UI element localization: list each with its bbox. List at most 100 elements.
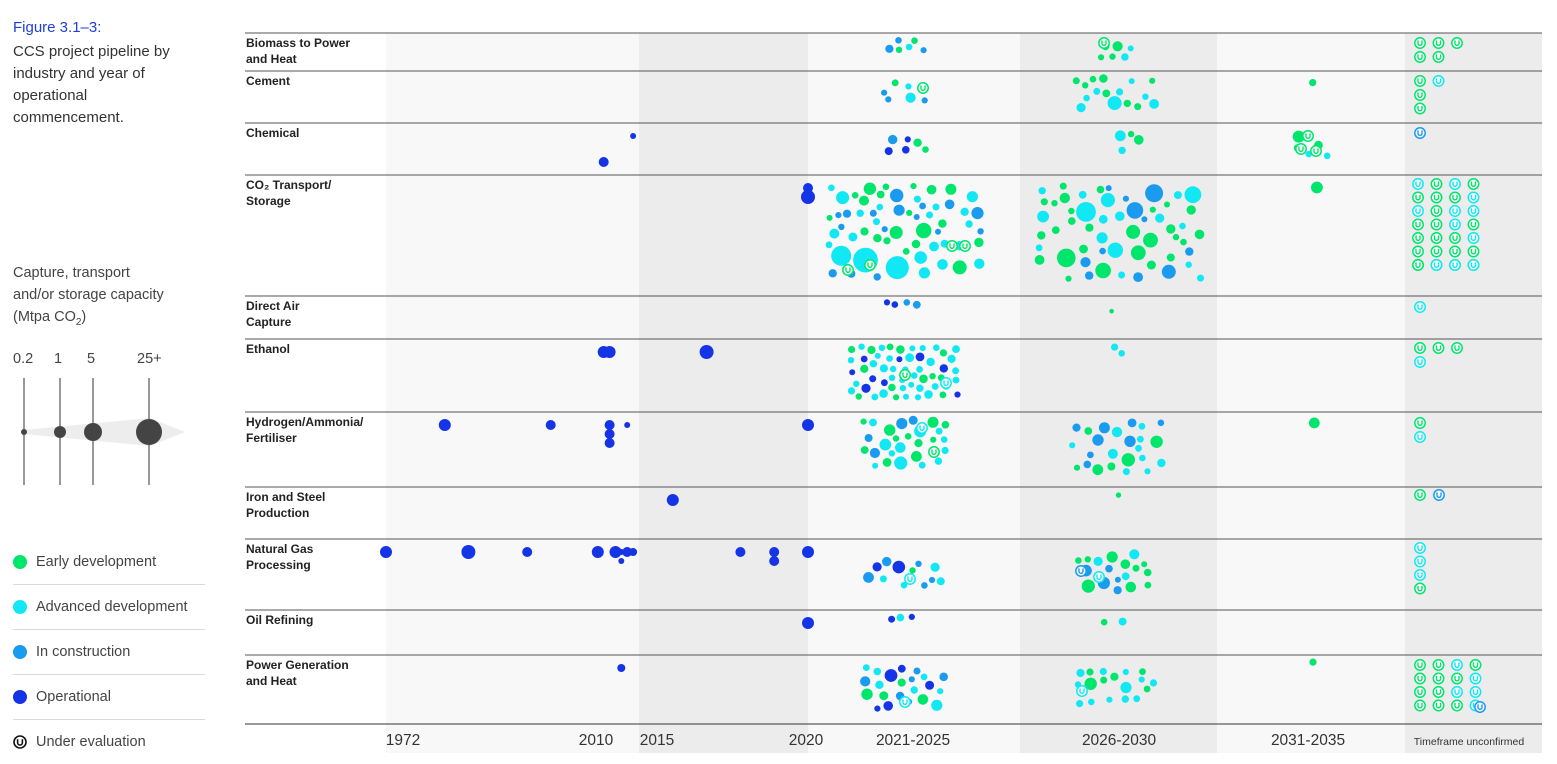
project-dot: [1157, 458, 1166, 468]
project-dot: [914, 439, 923, 448]
project-dot: [876, 190, 885, 199]
project-dot: [1093, 87, 1101, 95]
under-evaluation-icon: [1412, 205, 1424, 217]
under-evaluation-icon: [1451, 699, 1463, 712]
project-dot: [855, 393, 862, 400]
project-dot: [910, 372, 918, 379]
under-evaluation-icon: [1415, 235, 1421, 241]
project-dot: [905, 92, 916, 103]
under-evaluation-icon: [1432, 699, 1445, 712]
project-dot: [1118, 146, 1126, 155]
under-evaluation-icon: [1412, 178, 1424, 190]
project-dot: [885, 44, 894, 53]
under-evaluation-icon: [1417, 585, 1423, 592]
project-dot: [1138, 676, 1145, 683]
under-evaluation-icon: [1451, 686, 1463, 698]
project-dot: [883, 237, 891, 245]
under-evaluation-icon: [1096, 574, 1102, 580]
legend-operational: Operational: [13, 675, 205, 720]
under-evaluation-icon: [1417, 689, 1423, 695]
project-dot: [934, 457, 943, 465]
project-dot: [915, 352, 925, 362]
project-dot: [874, 352, 881, 359]
project-dot: [859, 195, 869, 206]
project-dot: [908, 415, 918, 425]
under-evaluation-icon: [1470, 181, 1477, 187]
under-evaluation-icon: [1417, 92, 1423, 98]
operational-project-dot: [545, 420, 556, 430]
industry-label: Chemical: [246, 126, 299, 140]
under-evaluation-icon: [1430, 245, 1443, 258]
under-evaluation-icon: [1433, 181, 1440, 187]
project-dot: [1194, 229, 1205, 240]
under-evaluation-icon: [1452, 194, 1458, 201]
project-dot: [1098, 422, 1110, 434]
project-dot: [1166, 224, 1176, 234]
under-evaluation-icon: [1079, 688, 1085, 694]
project-dot: [1096, 232, 1108, 244]
project-dot: [905, 43, 913, 51]
project-dot: [864, 434, 873, 442]
operational-project-dot: [591, 546, 604, 558]
under-evaluation-icon: [1472, 662, 1479, 668]
column-band: [639, 33, 808, 753]
project-dot: [882, 458, 892, 467]
project-dot: [1133, 695, 1141, 703]
under-evaluation-icon: [1470, 208, 1477, 214]
operational-project-dot: [604, 438, 615, 448]
project-dot: [886, 343, 894, 351]
operational-project-dot: [630, 133, 637, 139]
under-evaluation-icon: [1430, 259, 1443, 271]
project-dot: [965, 220, 973, 228]
under-evaluation-icon: [1414, 431, 1426, 443]
project-dot: [1093, 556, 1103, 567]
under-evaluation-icon: [1432, 686, 1445, 698]
under-evaluation-icon: [1098, 37, 1110, 49]
project-dot: [895, 442, 906, 453]
legend-early-label: Early development: [36, 554, 157, 570]
industry-label: Oil Refining: [246, 613, 313, 627]
project-dot: [1150, 435, 1163, 448]
operational-project-dot: [598, 157, 609, 167]
under-evaluation-icon: [1414, 37, 1426, 49]
project-dot: [1121, 53, 1129, 61]
project-dot: [1118, 617, 1127, 626]
project-dot: [1092, 434, 1104, 446]
project-dot: [1179, 222, 1186, 230]
project-dot: [1082, 82, 1089, 89]
under-evaluation-icon: [959, 240, 971, 252]
project-dot: [1087, 451, 1094, 459]
project-dot: [1111, 343, 1119, 351]
under-evaluation-icon: [1430, 178, 1443, 190]
under-evaluation-icon: [1430, 232, 1443, 244]
project-dot: [860, 355, 868, 363]
project-dot: [1078, 190, 1087, 199]
project-dot: [1129, 549, 1140, 560]
project-dot: [1076, 668, 1085, 678]
under-evaluation-icon: [904, 573, 916, 585]
project-dot: [1072, 77, 1080, 85]
project-dot: [831, 245, 852, 266]
project-dot: [1123, 99, 1132, 108]
project-dot: [1106, 696, 1113, 703]
project-dot: [848, 232, 858, 242]
under-evaluation-icon: [1433, 262, 1440, 268]
project-dot: [924, 390, 933, 399]
under-evaluation-icon: [1433, 489, 1445, 501]
project-dot: [939, 364, 948, 373]
project-dot: [860, 364, 869, 373]
project-dot: [926, 211, 933, 219]
project-dot: [1118, 350, 1125, 357]
project-dot: [1092, 464, 1104, 476]
under-evaluation-icon: [940, 377, 952, 389]
under-evaluation-icon: [1433, 235, 1440, 241]
project-dot: [908, 676, 915, 683]
under-evaluation-icon: [1470, 248, 1477, 255]
operational-project-dot: [438, 419, 451, 431]
under-evaluation-icon: [1435, 675, 1442, 682]
project-dot: [1084, 556, 1092, 563]
under-evaluation-icon: [1302, 130, 1314, 142]
operational-project-dot: [380, 546, 392, 558]
under-evaluation-icon: [1295, 143, 1307, 155]
under-evaluation-icon: [1432, 75, 1445, 87]
